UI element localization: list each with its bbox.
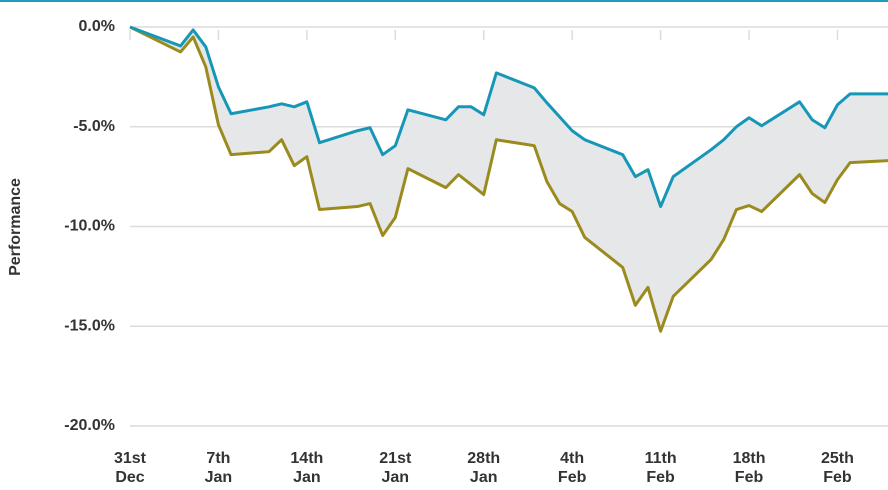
top-border — [0, 0, 888, 2]
x-tick-label: 21st Jan — [379, 450, 412, 486]
gap-band — [130, 27, 888, 332]
series-line — [129, 25, 888, 209]
x-tick-label: 4th Feb — [557, 450, 587, 486]
y-tick-label: -5.0% — [73, 118, 115, 135]
y-tick-label: -15.0% — [64, 317, 115, 334]
x-tick-label: 25th Feb — [821, 450, 854, 486]
y-axis-label: Performance — [7, 178, 24, 276]
y-tick-label: -10.0% — [64, 218, 115, 235]
x-tick-label: 18th Feb — [732, 450, 766, 486]
x-tick-label: 11th Feb — [644, 450, 677, 486]
y-tick-label: 0.0% — [79, 18, 115, 35]
series-line — [129, 25, 888, 333]
x-tick-label: 31st Dec — [113, 450, 147, 486]
y-tick-label: -20.0% — [64, 417, 115, 434]
x-tick-label: 28th Jan — [467, 450, 501, 486]
x-tick-label: 14th Jan — [290, 450, 324, 486]
x-tick-label: 7th Jan — [204, 450, 233, 486]
